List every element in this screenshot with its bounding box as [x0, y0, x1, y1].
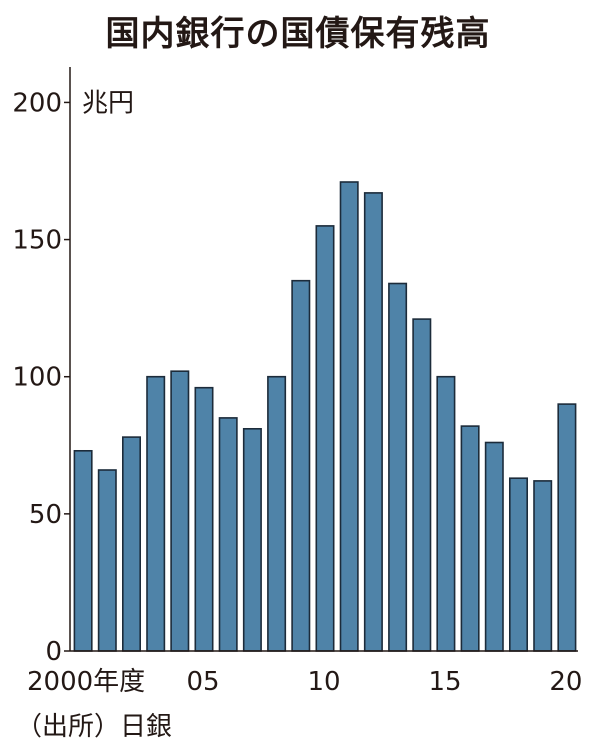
- bar-2018: [508, 477, 528, 652]
- bar-2011: [339, 181, 359, 652]
- x-tick-label: 20: [549, 667, 582, 697]
- y-tick-label: 0: [45, 637, 62, 667]
- x-tick-label: 15: [428, 667, 461, 697]
- bar-2000: [73, 449, 93, 652]
- x-tick-label: 05: [186, 667, 219, 697]
- y-tick-label: 200: [12, 88, 62, 118]
- y-axis-unit: 兆円: [82, 88, 134, 118]
- chart-title: 国内銀行の国債保有残高: [105, 14, 491, 54]
- bar-2014: [412, 318, 432, 652]
- bar-2006: [218, 417, 238, 652]
- bar-2017: [484, 441, 504, 652]
- x-axis-labels: 2000年度 05 10 15 20: [27, 667, 582, 697]
- bar-2019: [533, 480, 553, 652]
- bar-2009: [291, 279, 311, 652]
- bar-2008: [267, 375, 287, 652]
- bar-2015: [436, 375, 456, 652]
- y-tick-label: 150: [12, 226, 62, 256]
- y-tick-label: 100: [12, 363, 62, 393]
- bar-2013: [388, 282, 408, 652]
- y-axis: 0 50 100 150 200 兆円: [12, 67, 134, 667]
- bar-2003: [146, 375, 166, 652]
- bar-2016: [460, 425, 480, 652]
- bar-2001: [97, 469, 117, 652]
- bar-2002: [122, 436, 142, 652]
- bar-2005: [194, 386, 214, 652]
- x-tick-label: 10: [307, 667, 340, 697]
- y-tick-label: 50: [29, 500, 62, 530]
- bar-2010: [315, 225, 335, 652]
- bar-2020: [557, 403, 577, 652]
- bar-2004: [170, 370, 190, 652]
- bar-2012: [363, 192, 383, 652]
- x-tick-label: 2000年度: [27, 667, 145, 697]
- bars-group: [73, 181, 577, 652]
- source-note: （出所）日銀: [16, 712, 173, 742]
- bar-2007: [242, 427, 262, 652]
